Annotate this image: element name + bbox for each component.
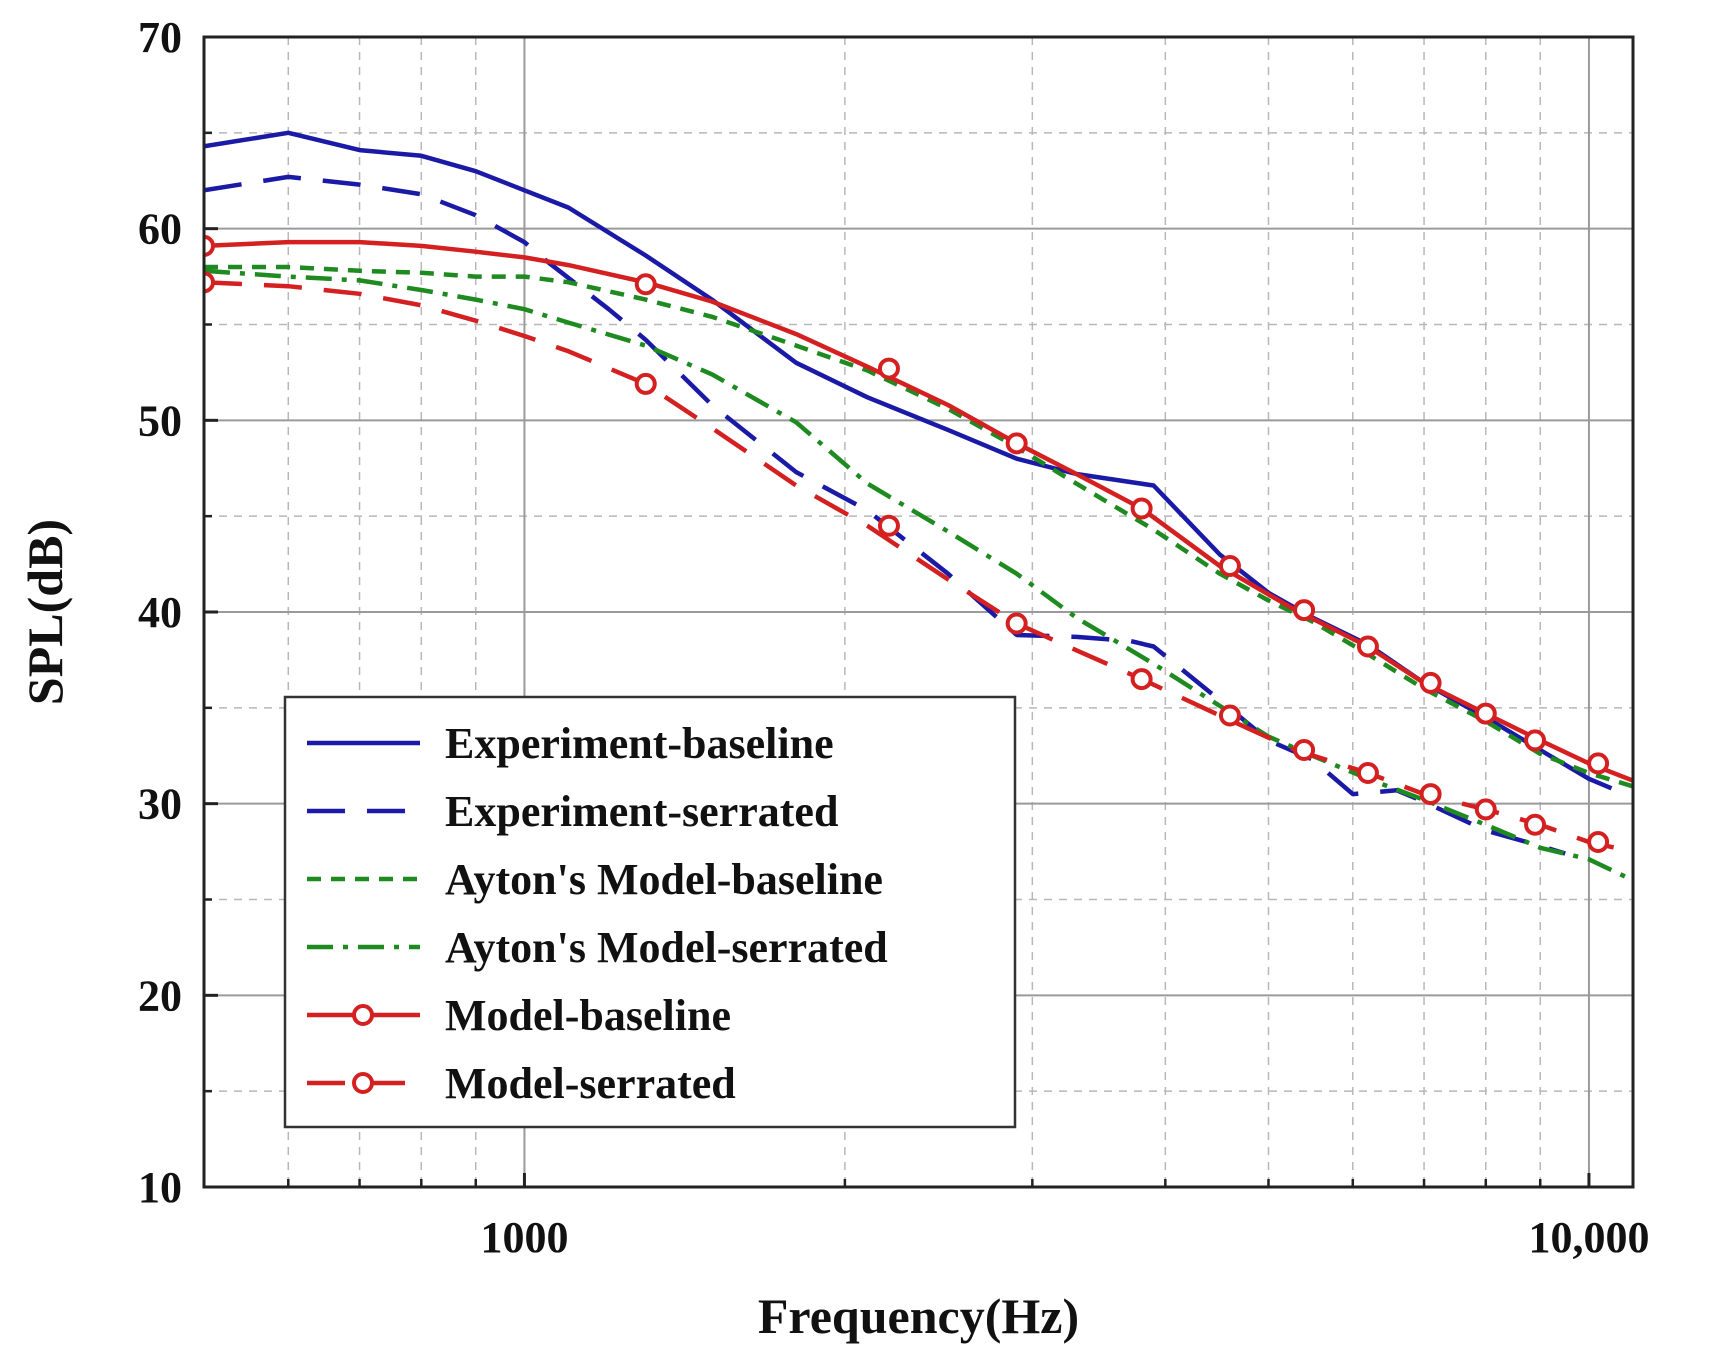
marker-model-serrated xyxy=(1587,831,1610,853)
marker-model-baseline xyxy=(1356,635,1379,658)
series-layer xyxy=(204,130,1633,883)
x-axis-ticks: 1000 10,000 xyxy=(287,1173,1649,1262)
marker-model-baseline xyxy=(1419,671,1442,694)
marker-model-baseline xyxy=(1293,599,1316,622)
marker-model-serrated xyxy=(1293,739,1316,761)
y-tick-label: 10 xyxy=(138,1163,182,1212)
marker-model-serrated xyxy=(634,372,657,395)
marker-model-serrated xyxy=(877,514,900,537)
marker-model-baseline xyxy=(877,357,900,380)
marker-model-serrated xyxy=(1130,668,1153,691)
legend-box xyxy=(283,695,1017,1129)
marker-model-serrated xyxy=(1419,783,1442,806)
legend-label-ayton-s-model-baseline: Ayton's Model-baseline xyxy=(445,855,883,904)
marker-model-serrated xyxy=(1524,813,1547,836)
legend-marker-model-baseline xyxy=(352,1004,374,1026)
marker-model-baseline xyxy=(1587,752,1610,775)
legend: Experiment-baseline Experiment-serrated Ay… xyxy=(283,695,1017,1129)
marker-model-serrated xyxy=(1005,612,1028,635)
x-tick-label: 10,000 xyxy=(1528,1213,1649,1262)
y-axis-ticks: 10 20 30 40 50 60 70 xyxy=(138,13,218,1212)
marker-model-baseline xyxy=(1005,432,1028,455)
marker-model-serrated xyxy=(1218,704,1241,727)
series-line-experiment-serrated xyxy=(204,174,1566,856)
x-tick-label: 1000 xyxy=(480,1213,568,1262)
series-line-model-serrated xyxy=(204,280,1633,854)
legend-label-model-serrated: Model-serrated xyxy=(445,1059,736,1108)
legend-label-model-baseline: Model-baseline xyxy=(445,991,731,1040)
legend-label-ayton-s-model-serrated: Ayton's Model-serrated xyxy=(445,923,888,972)
series-line-ayton-s-model-baseline xyxy=(204,264,1633,789)
marker-model-baseline xyxy=(1524,729,1547,752)
y-tick-label: 20 xyxy=(138,971,182,1020)
marker-model-baseline xyxy=(1474,702,1497,725)
y-tick-label: 40 xyxy=(138,588,182,637)
marker-model-serrated xyxy=(204,271,215,294)
marker-model-serrated xyxy=(1474,798,1497,821)
y-tick-label: 50 xyxy=(138,396,182,445)
y-tick-label: 30 xyxy=(138,780,182,829)
marker-model-baseline xyxy=(1218,555,1241,577)
y-tick-label: 70 xyxy=(138,13,182,62)
y-tick-label: 60 xyxy=(138,205,182,254)
y-axis-title: SPL(dB) xyxy=(17,519,73,705)
marker-model-baseline xyxy=(204,234,215,257)
marker-model-serrated xyxy=(1356,762,1379,784)
legend-marker-model-serrated xyxy=(352,1072,374,1094)
marker-model-baseline xyxy=(634,273,657,296)
marker-model-baseline xyxy=(1130,497,1153,520)
legend-label-experiment-baseline: Experiment-baseline xyxy=(445,719,834,768)
series-line-model-baseline xyxy=(204,239,1633,783)
legend-label-experiment-serrated: Experiment-serrated xyxy=(445,787,838,836)
x-axis-title: Frequency(Hz) xyxy=(758,1288,1079,1344)
